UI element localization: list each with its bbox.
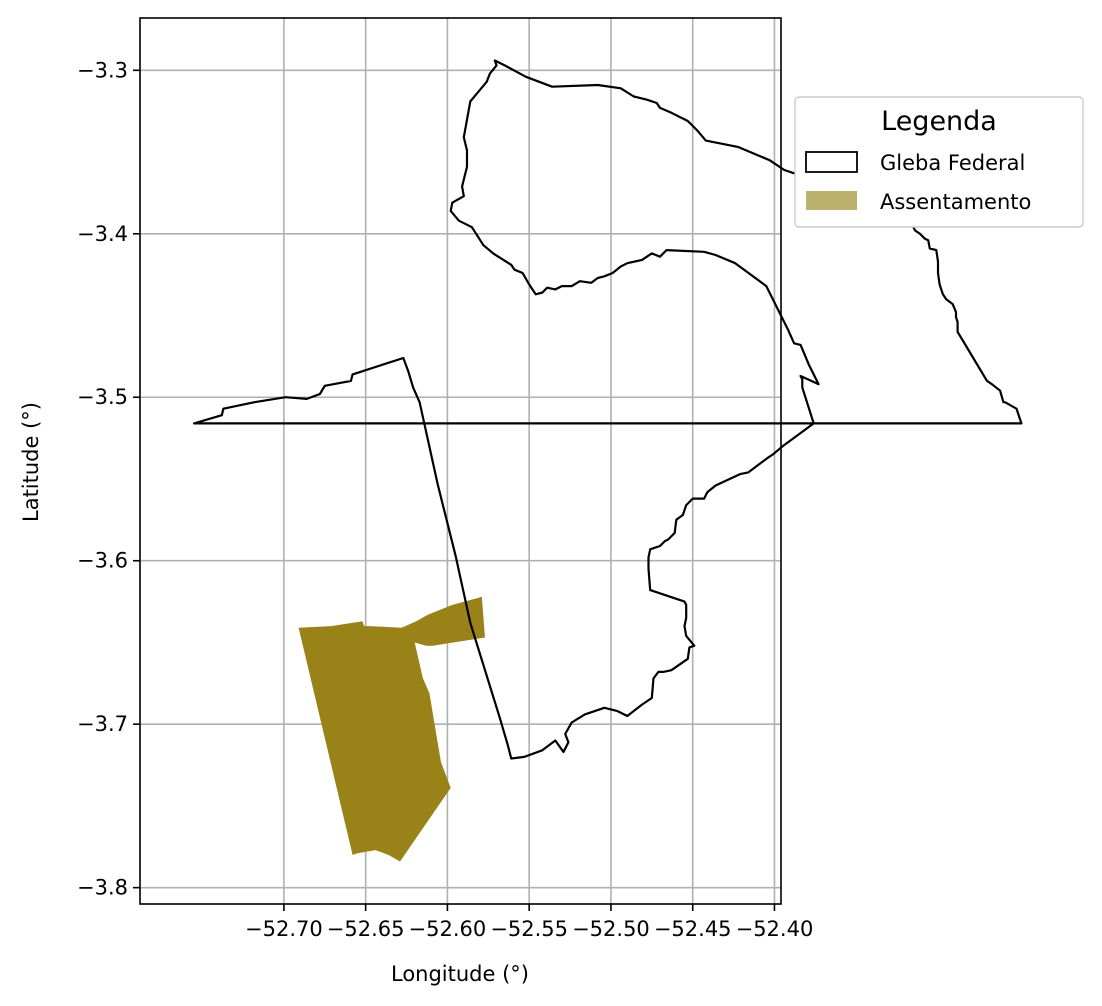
legend-swatch-gleba-federal: [805, 151, 858, 173]
grid-lines: [140, 18, 781, 904]
x-tick-label-4: −52.50: [572, 917, 650, 941]
y-tick-label-2: −3.5: [77, 385, 128, 409]
x-tick-label-0: −52.70: [245, 917, 323, 941]
assentamento-polygon: [298, 596, 485, 862]
legend-label-gleba-federal: Gleba Federal: [880, 151, 1025, 175]
x-tick-label-2: −52.60: [409, 917, 487, 941]
y-axis-title: Latitude (°): [19, 402, 43, 522]
x-tick-label-5: −52.45: [654, 917, 732, 941]
y-tick-label-0: −3.3: [77, 58, 128, 82]
legend-label-assentamento: Assentamento: [880, 190, 1031, 214]
legend-title: Legenda: [881, 106, 997, 137]
y-tick-label-1: −3.4: [77, 222, 128, 246]
x-tick-label-1: −52.65: [327, 917, 405, 941]
legend-box: [794, 96, 1084, 228]
legend: Legenda Gleba Federal Assentamento: [794, 96, 1084, 228]
y-tick-label-4: −3.7: [77, 712, 128, 736]
assentamento-area: [298, 596, 485, 862]
y-tick-label-5: −3.8: [77, 876, 128, 900]
x-tick-label-3: −52.55: [490, 917, 568, 941]
legend-swatch-assentamento: [806, 191, 857, 210]
y-axis-ticks: −3.3 −3.4 −3.5 −3.6 −3.7 −3.8: [77, 58, 140, 900]
x-axis-title: Longitude (°): [391, 962, 529, 986]
x-axis-ticks: −52.70 −52.65 −52.60 −52.55 −52.50 −52.45 −52.…: [245, 904, 813, 941]
plot-frame: [139, 17, 782, 905]
y-tick-label-3: −3.6: [77, 549, 128, 573]
x-tick-label-6: −52.40: [736, 917, 814, 941]
